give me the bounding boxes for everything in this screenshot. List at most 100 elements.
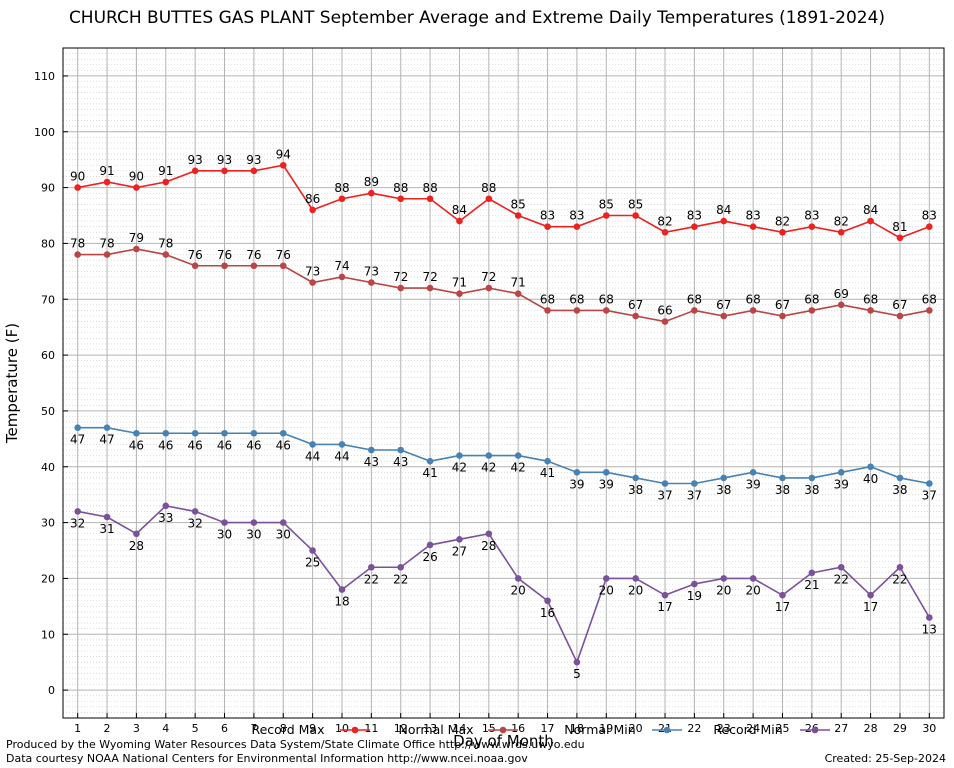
data-point xyxy=(368,446,375,454)
data-label: 69 xyxy=(834,287,849,301)
legend-marker xyxy=(351,726,359,734)
data-label: 39 xyxy=(569,477,584,491)
data-label: 94 xyxy=(276,147,291,161)
data-point xyxy=(720,217,728,225)
data-point xyxy=(808,223,816,230)
data-point xyxy=(514,212,522,219)
x-tick-label: 24 xyxy=(746,722,760,735)
data-point xyxy=(397,563,405,571)
data-label: 22 xyxy=(834,572,849,586)
data-point xyxy=(162,502,170,510)
data-point xyxy=(544,597,551,605)
y-tick-label: 110 xyxy=(34,70,55,83)
data-point xyxy=(691,480,698,487)
data-label: 85 xyxy=(511,198,526,212)
data-label: 90 xyxy=(70,170,85,184)
x-tick-label: 20 xyxy=(629,722,643,735)
data-point xyxy=(74,424,81,431)
data-point xyxy=(896,234,904,242)
x-tick-label: 11 xyxy=(364,722,378,735)
data-point xyxy=(426,457,434,465)
data-label: 27 xyxy=(452,544,467,558)
data-label: 72 xyxy=(481,270,496,284)
data-label: 67 xyxy=(892,298,907,312)
data-point xyxy=(485,452,493,459)
data-point xyxy=(602,575,610,582)
data-point xyxy=(602,307,610,314)
x-tick-label: 16 xyxy=(511,722,525,735)
data-label: 68 xyxy=(922,292,937,306)
data-point xyxy=(133,530,140,538)
data-label: 33 xyxy=(158,511,173,525)
y-tick-label: 20 xyxy=(41,572,55,585)
data-point xyxy=(338,586,346,593)
data-label: 88 xyxy=(481,181,496,195)
data-point xyxy=(250,167,258,175)
data-label: 68 xyxy=(569,292,584,306)
data-point xyxy=(544,457,551,465)
data-label: 5 xyxy=(573,667,581,681)
data-label: 22 xyxy=(892,572,907,586)
data-point xyxy=(896,312,904,320)
data-point xyxy=(867,217,874,225)
data-label: 46 xyxy=(158,438,173,452)
data-label: 19 xyxy=(687,589,702,603)
data-label: 46 xyxy=(246,438,261,452)
data-point xyxy=(426,541,434,549)
data-point xyxy=(720,575,728,582)
data-point xyxy=(279,161,287,169)
data-point xyxy=(749,307,757,314)
x-tick-label: 5 xyxy=(192,722,199,735)
data-label: 20 xyxy=(511,583,526,597)
data-point xyxy=(397,284,405,292)
data-label: 68 xyxy=(599,292,614,306)
data-label: 88 xyxy=(393,181,408,195)
data-label: 68 xyxy=(863,292,878,306)
data-point xyxy=(74,508,81,515)
legend-label: Normal Max xyxy=(398,722,473,737)
data-point xyxy=(602,469,610,476)
data-point xyxy=(632,312,639,320)
data-label: 28 xyxy=(129,539,144,553)
data-point xyxy=(74,251,81,258)
data-point xyxy=(338,441,346,448)
data-point xyxy=(338,195,346,203)
data-point xyxy=(779,228,786,236)
data-label: 67 xyxy=(775,298,790,312)
data-point xyxy=(544,223,551,230)
series-record-min: 32 31 28 33 32 30 30 30 25 18 22 22 26 27 28 20 16 5 20 20 1… xyxy=(70,502,937,681)
data-point xyxy=(338,273,346,281)
y-tick-label: 30 xyxy=(41,517,55,530)
data-label: 44 xyxy=(334,449,349,463)
data-label: 83 xyxy=(745,209,760,223)
data-label: 43 xyxy=(364,455,379,469)
data-point xyxy=(514,575,522,582)
data-label: 81 xyxy=(892,220,907,234)
data-point xyxy=(632,474,639,482)
data-point xyxy=(133,184,140,191)
data-label: 46 xyxy=(217,438,232,452)
series-line xyxy=(77,504,931,665)
data-label: 84 xyxy=(863,203,878,217)
data-point xyxy=(133,245,140,253)
data-label: 88 xyxy=(334,181,349,195)
data-point xyxy=(514,290,522,297)
data-point xyxy=(661,228,669,236)
data-label: 78 xyxy=(70,237,85,251)
series-normal-max: 78 78 79 78 76 76 76 76 73 74 73 72 72 71 72 71 68 68 68 67… xyxy=(70,231,937,325)
data-label: 32 xyxy=(188,516,203,530)
x-tick-label: 30 xyxy=(922,722,936,735)
data-point xyxy=(133,429,140,437)
data-point xyxy=(191,429,199,437)
y-axis-label: Temperature (F) xyxy=(3,323,21,444)
data-point xyxy=(837,228,845,236)
data-label: 93 xyxy=(246,153,261,167)
data-label: 72 xyxy=(393,270,408,284)
data-point xyxy=(162,429,170,437)
data-label: 38 xyxy=(804,483,819,497)
data-point xyxy=(661,591,669,599)
data-label: 41 xyxy=(422,466,437,480)
legend-entry: Normal Max xyxy=(398,722,518,737)
data-label: 22 xyxy=(393,572,408,586)
